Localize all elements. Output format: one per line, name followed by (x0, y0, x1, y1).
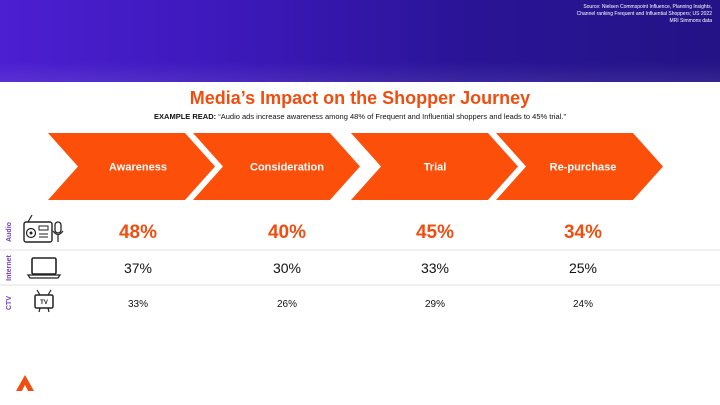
source-line-1: Source: Nielsen Commspoint Influence, Pl… (583, 4, 712, 10)
chevron-re-purchase (496, 133, 663, 200)
row-label-ctv: CTV (6, 296, 13, 310)
chevron-trial (351, 133, 518, 200)
laptop-icon (26, 257, 62, 279)
row-label-internet: Internet (6, 254, 13, 280)
value-audio-awareness: 48% (119, 222, 157, 243)
chevron-consideration (193, 133, 360, 200)
example-read: EXAMPLE READ: “Audio ads increase awaren… (0, 112, 720, 121)
radio-microphone-icon (23, 214, 64, 243)
header-banner: Source: Nielsen Commspoint Influence, Pl… (0, 0, 720, 82)
chevron-awareness (48, 133, 215, 200)
brand-logo-icon (16, 375, 34, 391)
value-audio-consideration: 40% (268, 222, 306, 243)
value-internet-re-purchase: 25% (569, 260, 597, 276)
value-ctv-consideration: 26% (277, 299, 297, 310)
chevron-label: Trial (424, 162, 447, 174)
example-read-text: “Audio ads increase awareness among 48% … (218, 112, 566, 121)
chevron-label: Awareness (109, 162, 167, 174)
svg-text:TV: TV (40, 300, 48, 306)
chevron-label: Re-purchase (550, 162, 617, 174)
source-line-3: MRI Simmons data (669, 18, 712, 24)
value-internet-trial: 33% (421, 260, 449, 276)
value-audio-trial: 45% (416, 222, 454, 243)
value-audio-re-purchase: 34% (564, 222, 602, 243)
chevron-label: Consideration (250, 162, 324, 174)
example-read-label: EXAMPLE READ: (154, 112, 217, 121)
page-title: Media’s Impact on the Shopper Journey (189, 88, 531, 108)
tv-icon: TV (34, 289, 54, 313)
source-line-2: Channel ranking Frequent and Influential… (576, 11, 712, 17)
value-ctv-trial: 29% (425, 299, 445, 310)
value-ctv-re-purchase: 24% (573, 299, 593, 310)
value-internet-awareness: 37% (124, 260, 152, 276)
source-note: Source: Nielsen Commspoint Influence, Pl… (512, 4, 712, 25)
value-ctv-awareness: 33% (128, 299, 148, 310)
value-internet-consideration: 30% (273, 260, 301, 276)
row-label-audio: Audio (6, 222, 13, 242)
